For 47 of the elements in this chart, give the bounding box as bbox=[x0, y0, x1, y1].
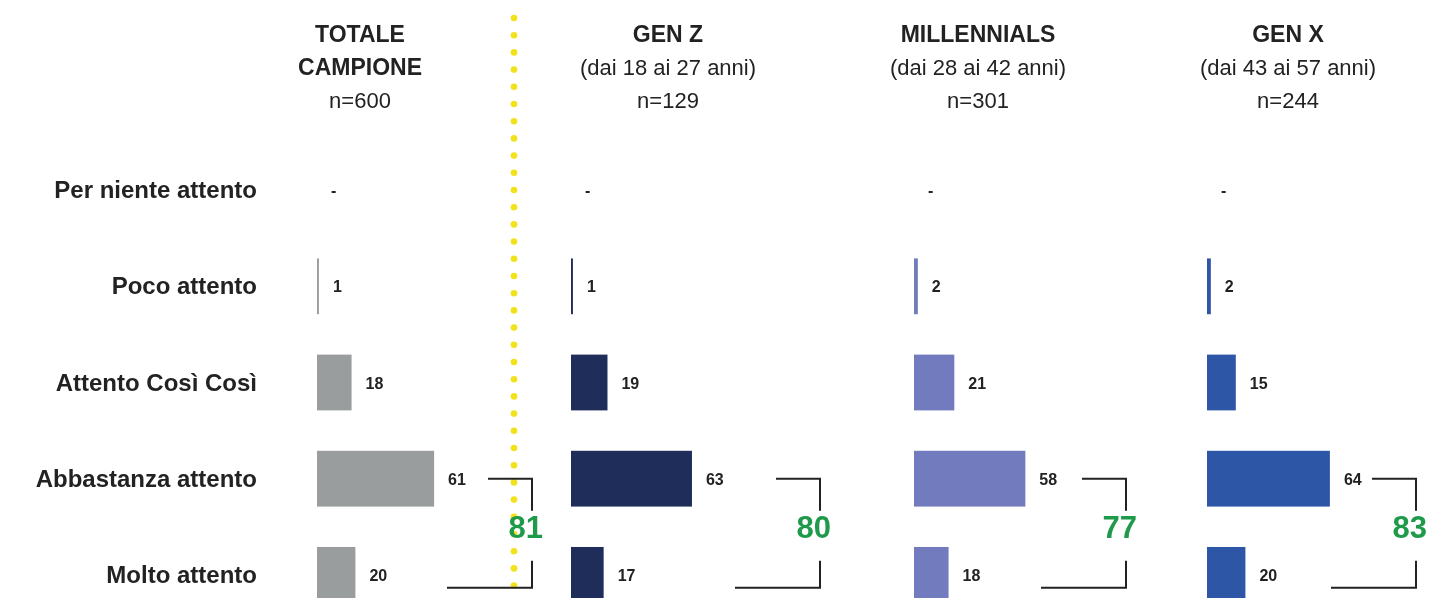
bar bbox=[571, 354, 608, 411]
y-tick-label: Abbastanza attento bbox=[35, 464, 257, 492]
data-label: 2 bbox=[1224, 278, 1234, 296]
bar bbox=[1207, 258, 1211, 315]
y-tick-label: Per niente attento bbox=[54, 176, 257, 204]
text: - bbox=[585, 182, 591, 200]
bar bbox=[914, 450, 1026, 507]
text: - bbox=[928, 182, 934, 200]
bar bbox=[317, 450, 435, 507]
text: 80 bbox=[796, 509, 831, 545]
bar bbox=[1207, 450, 1330, 507]
data-label: 18 bbox=[962, 566, 981, 584]
data-label: 61 bbox=[448, 470, 467, 488]
bar bbox=[1207, 354, 1236, 411]
chart-subtitle: (dai 18 ai 27 anni) n=129 bbox=[579, 55, 757, 113]
data-label: 19 bbox=[621, 374, 640, 392]
y-tick-label: Molto attento bbox=[106, 560, 257, 588]
text: 83 bbox=[1392, 509, 1427, 545]
y-tick-label: Poco attento bbox=[111, 272, 257, 300]
text: - bbox=[331, 182, 337, 200]
text: - bbox=[1221, 182, 1227, 200]
chart-title: TOTALE CAMPIONE bbox=[298, 21, 422, 80]
data-label: 15 bbox=[1249, 374, 1268, 392]
text: 81 bbox=[508, 509, 543, 545]
y-tick-label: Attento Così Così bbox=[55, 368, 257, 396]
data-label: 21 bbox=[968, 374, 987, 392]
chart-title: GEN X bbox=[1252, 21, 1325, 47]
bar bbox=[914, 354, 955, 411]
data-label: 1 bbox=[586, 278, 596, 296]
data-label: 64 bbox=[1343, 470, 1362, 488]
data-label: 17 bbox=[617, 566, 636, 584]
bar bbox=[914, 258, 918, 315]
data-label: 63 bbox=[705, 470, 724, 488]
chart-title: GEN Z bbox=[632, 21, 704, 47]
chart-subtitle: (dai 28 ai 42 anni) n=301 bbox=[889, 55, 1067, 113]
chart-title: MILLENNIALS bbox=[900, 21, 1056, 47]
data-label: 1 bbox=[332, 278, 342, 296]
chart-subtitle: (dai 43 ai 57 anni) n=244 bbox=[1199, 55, 1377, 113]
data-label: 20 bbox=[369, 566, 388, 584]
text: 77 bbox=[1102, 509, 1137, 545]
bar bbox=[571, 450, 692, 507]
data-label: 18 bbox=[365, 374, 384, 392]
bar bbox=[317, 354, 352, 411]
data-label: 20 bbox=[1259, 566, 1278, 584]
data-label: 2 bbox=[931, 278, 941, 296]
chart-subtitle: n=600 bbox=[329, 88, 391, 113]
data-label: 58 bbox=[1039, 470, 1058, 488]
